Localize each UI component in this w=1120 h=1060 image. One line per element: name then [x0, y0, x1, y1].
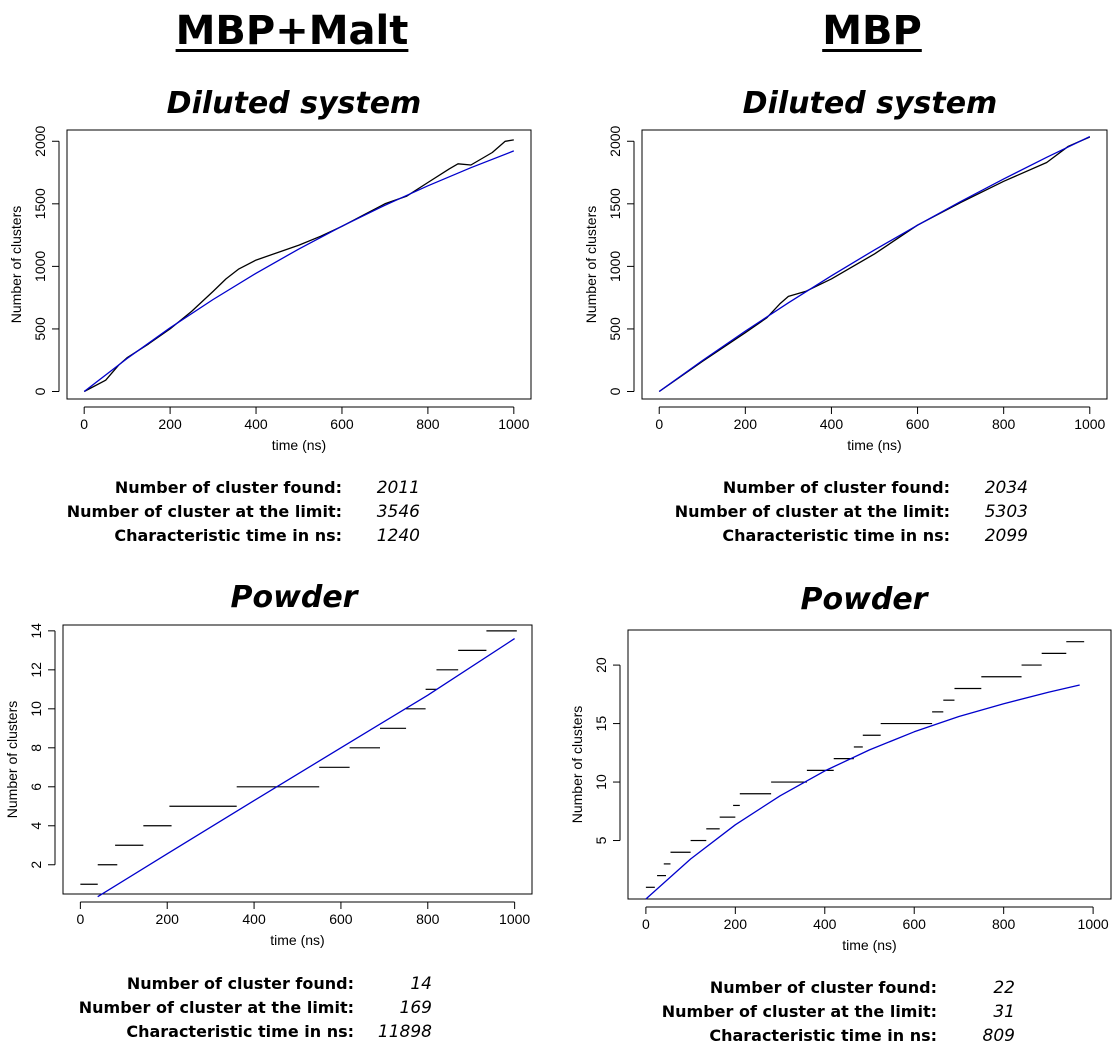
y-tick-label: 1500 — [607, 188, 623, 219]
stat-label-limit: Number of cluster at the limit: — [66, 502, 342, 521]
x-tick-label: 200 — [156, 911, 180, 927]
y-axis-label: Number of clusters — [4, 701, 20, 818]
panel-title-malt-diluted: Diluted system — [166, 86, 422, 121]
y-tick-label: 0 — [607, 387, 623, 395]
stat-label-found: Number of cluster found: — [114, 478, 342, 497]
y-tick-label: 20 — [593, 657, 609, 673]
panel-title-mbp-powder: Powder — [800, 582, 928, 617]
stat-label-found: Number of cluster found: — [126, 974, 354, 993]
stat-value-found: 14 — [410, 974, 432, 994]
stat-label-found: Number of cluster found: — [709, 978, 937, 997]
stat-label-time: Characteristic time in ns: — [126, 1022, 354, 1041]
x-tick-label: 1000 — [498, 416, 529, 432]
chart-malt-diluted: 0 200 400 600 800 1000 time (ns) 0 500 1000 1500 20… — [8, 125, 532, 453]
chart-mbp-powder: 0 200 400 600 800 1000 time (ns) 5 10 15 20 Number … — [569, 629, 1112, 953]
y-tick-label: 14 — [28, 623, 44, 639]
plot-frame — [62, 624, 533, 895]
y-tick-label: 500 — [607, 317, 623, 341]
x-tick-label: 200 — [724, 916, 748, 932]
x-axis-label: time (ns) — [842, 937, 896, 953]
chart-mbp-diluted: 0 200 400 600 800 1000 time (ns) 0 500 1000 1500 20… — [583, 125, 1108, 453]
y-tick-label: 500 — [32, 317, 48, 341]
x-tick-label: 1000 — [1078, 916, 1109, 932]
stat-label-found: Number of cluster found: — [722, 478, 950, 497]
x-tick-label: 600 — [330, 416, 354, 432]
y-tick-label: 6 — [28, 783, 44, 791]
stat-label-time: Characteristic time in ns: — [709, 1026, 937, 1045]
panel-title-malt-powder: Powder — [230, 580, 358, 615]
stat-label-limit: Number of cluster at the limit: — [674, 502, 950, 521]
x-tick-label: 800 — [416, 911, 440, 927]
data-line — [83, 139, 514, 393]
y-tick-label: 10 — [28, 701, 44, 717]
x-tick-label: 0 — [80, 416, 88, 432]
x-tick-label: 400 — [820, 416, 844, 432]
y-tick-label: 10 — [593, 774, 609, 790]
x-axis-label: time (ns) — [847, 437, 901, 453]
y-tick-label: 4 — [28, 822, 44, 830]
chart-malt-powder: 0 200 400 600 800 1000 time (ns) 2 4 6 8 10 12 14 Numb… — [4, 623, 533, 948]
x-axis-label: time (ns) — [270, 932, 324, 948]
fit-line — [83, 150, 515, 393]
stat-label-limit: Number of cluster at the limit: — [661, 1002, 937, 1021]
plot-frame — [66, 129, 532, 400]
x-tick-label: 400 — [242, 911, 266, 927]
x-tick-label: 1000 — [1074, 416, 1105, 432]
y-tick-label: 2 — [28, 861, 44, 869]
x-axis-label: time (ns) — [272, 437, 326, 453]
stat-value-time: 2099 — [984, 526, 1028, 546]
x-tick-label: 0 — [642, 916, 650, 932]
stat-value-limit: 5303 — [984, 502, 1028, 522]
column-title-mbp: MBP — [822, 8, 922, 54]
stat-value-found: 2034 — [984, 478, 1028, 498]
stat-value-time: 11898 — [377, 1022, 432, 1042]
stat-value-limit: 31 — [993, 1002, 1015, 1022]
x-tick-label: 400 — [813, 916, 837, 932]
stat-label-limit: Number of cluster at the limit: — [78, 998, 354, 1017]
column-title-mbp-malt: MBP+Malt — [175, 8, 409, 54]
plot-frame — [641, 129, 1108, 400]
y-tick-label: 2000 — [32, 125, 48, 156]
y-axis-label: Number of clusters — [569, 706, 585, 823]
stat-value-found: 2011 — [376, 478, 420, 498]
x-tick-label: 400 — [244, 416, 268, 432]
y-tick-label: 15 — [593, 716, 609, 732]
stat-label-time: Characteristic time in ns: — [114, 526, 342, 545]
y-axis-label: Number of clusters — [583, 206, 599, 323]
stat-value-time: 1240 — [376, 526, 420, 546]
y-tick-label: 0 — [32, 387, 48, 395]
x-tick-label: 800 — [992, 916, 1016, 932]
y-tick-label: 2000 — [607, 125, 623, 156]
x-tick-label: 800 — [992, 416, 1016, 432]
stat-label-time: Characteristic time in ns: — [722, 526, 950, 545]
x-tick-label: 600 — [329, 911, 353, 927]
panel-title-mbp-diluted: Diluted system — [742, 86, 998, 121]
x-tick-label: 600 — [903, 916, 927, 932]
stat-value-limit: 169 — [399, 998, 432, 1018]
x-tick-label: 200 — [158, 416, 182, 432]
y-tick-label: 1500 — [32, 188, 48, 219]
stat-value-found: 22 — [993, 978, 1015, 998]
x-tick-label: 0 — [655, 416, 663, 432]
stat-value-time: 809 — [982, 1026, 1015, 1046]
plot-frame — [627, 629, 1112, 900]
x-tick-label: 800 — [416, 416, 440, 432]
y-axis-label: Number of clusters — [8, 206, 24, 323]
data-line — [658, 136, 1091, 393]
y-tick-label: 8 — [28, 744, 44, 752]
y-tick-label: 12 — [28, 662, 44, 678]
y-tick-label: 1000 — [607, 251, 623, 282]
x-tick-label: 0 — [76, 911, 84, 927]
x-tick-label: 200 — [734, 416, 758, 432]
stat-value-limit: 3546 — [376, 502, 420, 522]
y-tick-label: 5 — [593, 836, 609, 844]
x-tick-label: 1000 — [499, 911, 530, 927]
fit-line — [658, 136, 1091, 393]
fit-line — [645, 684, 1080, 900]
fit-line — [97, 638, 515, 898]
y-tick-label: 1000 — [32, 251, 48, 282]
x-tick-label: 600 — [906, 416, 930, 432]
